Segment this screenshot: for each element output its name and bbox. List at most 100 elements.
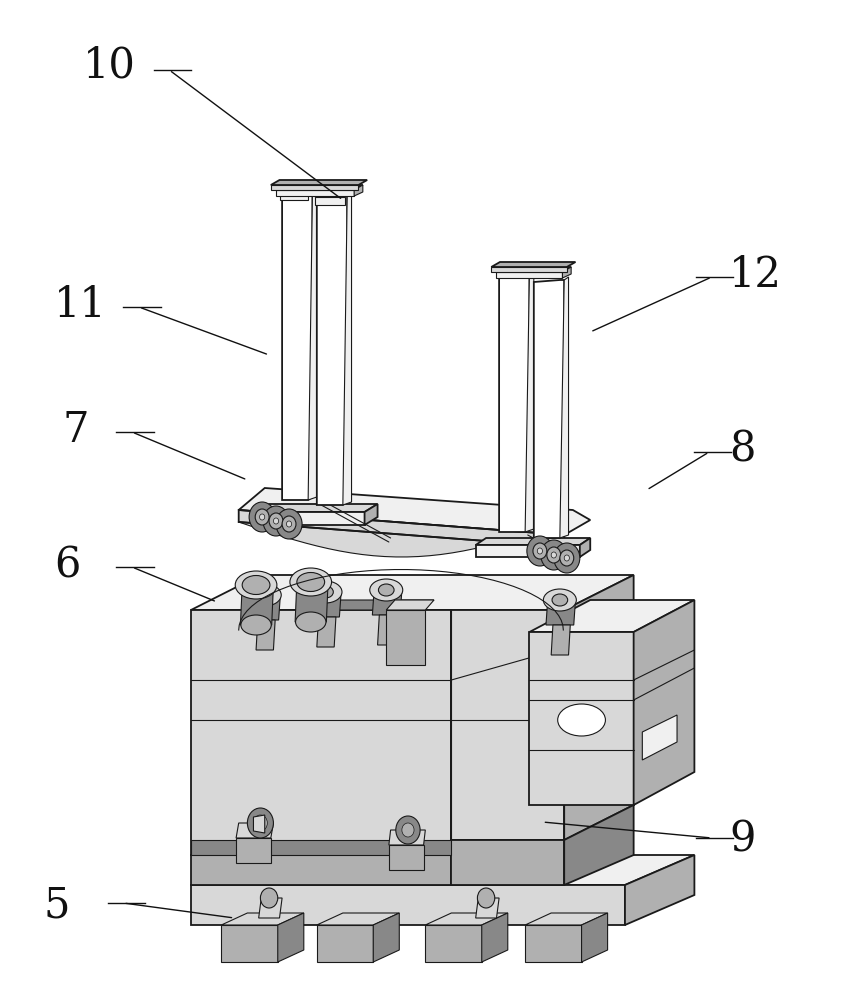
Circle shape [541, 540, 567, 570]
Polygon shape [221, 925, 278, 962]
Polygon shape [425, 913, 508, 925]
Polygon shape [389, 830, 425, 845]
Ellipse shape [552, 594, 568, 606]
Polygon shape [271, 180, 367, 185]
Ellipse shape [235, 571, 277, 599]
Polygon shape [315, 197, 345, 205]
Polygon shape [317, 913, 399, 925]
Polygon shape [386, 600, 434, 610]
Circle shape [477, 888, 495, 908]
Polygon shape [634, 600, 694, 805]
Circle shape [260, 514, 265, 520]
Polygon shape [191, 855, 694, 885]
Polygon shape [259, 898, 282, 918]
Circle shape [547, 547, 561, 563]
Circle shape [276, 509, 302, 539]
Circle shape [396, 816, 420, 844]
Polygon shape [271, 185, 358, 190]
Polygon shape [295, 582, 328, 622]
Polygon shape [256, 512, 365, 525]
Polygon shape [386, 610, 425, 665]
Text: 10: 10 [82, 44, 135, 86]
Ellipse shape [241, 615, 271, 635]
Circle shape [263, 506, 289, 536]
Polygon shape [491, 267, 567, 272]
Polygon shape [280, 187, 317, 192]
Polygon shape [312, 592, 341, 617]
Polygon shape [317, 617, 336, 647]
Polygon shape [251, 595, 280, 620]
Circle shape [260, 888, 278, 908]
Circle shape [527, 536, 553, 566]
Circle shape [560, 550, 574, 566]
Ellipse shape [370, 579, 403, 601]
Polygon shape [343, 192, 352, 505]
Text: 11: 11 [54, 284, 107, 326]
Polygon shape [580, 538, 590, 557]
Circle shape [533, 543, 547, 559]
Circle shape [554, 543, 580, 573]
Polygon shape [278, 913, 304, 962]
Ellipse shape [290, 568, 332, 596]
Polygon shape [546, 600, 575, 625]
Polygon shape [476, 545, 580, 557]
Polygon shape [191, 575, 634, 610]
Polygon shape [276, 185, 363, 190]
Polygon shape [482, 913, 508, 962]
Text: 8: 8 [729, 429, 755, 471]
Polygon shape [562, 267, 571, 278]
Polygon shape [582, 913, 608, 962]
Polygon shape [529, 600, 694, 632]
Ellipse shape [295, 612, 326, 632]
Polygon shape [308, 187, 317, 500]
Polygon shape [625, 855, 694, 925]
Polygon shape [496, 272, 562, 278]
Ellipse shape [297, 572, 325, 591]
Polygon shape [280, 192, 308, 200]
Circle shape [537, 548, 542, 554]
Polygon shape [236, 838, 271, 863]
Polygon shape [354, 185, 363, 196]
Ellipse shape [248, 584, 281, 606]
Text: 12: 12 [729, 254, 782, 296]
Polygon shape [529, 632, 634, 805]
Circle shape [269, 513, 283, 529]
Polygon shape [564, 805, 634, 885]
Polygon shape [491, 262, 575, 267]
Polygon shape [476, 898, 499, 918]
Polygon shape [365, 504, 378, 525]
Polygon shape [315, 192, 353, 197]
Polygon shape [499, 270, 529, 532]
Polygon shape [191, 840, 451, 855]
Polygon shape [476, 538, 590, 545]
Polygon shape [282, 190, 312, 500]
Circle shape [402, 823, 414, 837]
Circle shape [286, 521, 292, 527]
Circle shape [255, 509, 269, 525]
Polygon shape [191, 855, 451, 885]
Polygon shape [372, 590, 402, 615]
Text: 6: 6 [54, 544, 80, 586]
Circle shape [564, 555, 569, 561]
Polygon shape [560, 277, 569, 538]
Polygon shape [239, 522, 564, 557]
Polygon shape [276, 190, 354, 196]
Polygon shape [496, 267, 571, 272]
Polygon shape [425, 925, 482, 962]
Polygon shape [239, 488, 590, 535]
Polygon shape [191, 610, 451, 855]
Circle shape [282, 516, 296, 532]
Polygon shape [256, 504, 378, 512]
Polygon shape [525, 267, 534, 532]
Polygon shape [373, 913, 399, 962]
Polygon shape [317, 195, 347, 505]
Text: 7: 7 [62, 409, 89, 451]
Polygon shape [551, 625, 570, 655]
Polygon shape [525, 925, 582, 962]
Polygon shape [317, 925, 373, 962]
Polygon shape [239, 510, 564, 547]
Polygon shape [253, 815, 265, 833]
Ellipse shape [543, 589, 576, 611]
Polygon shape [451, 840, 564, 885]
Polygon shape [534, 280, 564, 538]
